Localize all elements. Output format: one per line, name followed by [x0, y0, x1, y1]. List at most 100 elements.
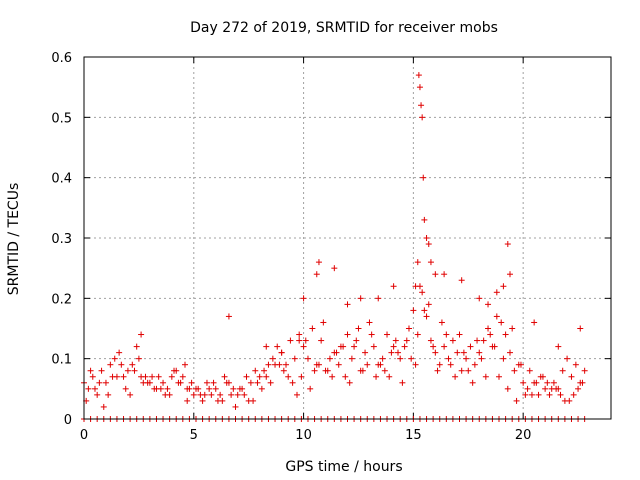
data-point [118, 361, 125, 368]
data-point [217, 391, 224, 398]
x-tick-label: 10 [295, 428, 312, 443]
data-point [208, 391, 215, 398]
data-point [236, 385, 243, 392]
data-point [315, 361, 322, 368]
y-tick-label: 0.6 [51, 51, 72, 66]
data-point [337, 343, 344, 350]
data-point [296, 331, 303, 338]
data-point [241, 391, 248, 398]
data-point [415, 72, 422, 79]
data-point [467, 343, 474, 350]
data-point [230, 385, 237, 392]
data-point [168, 373, 175, 380]
data-point [267, 379, 274, 386]
data-point [542, 385, 549, 392]
data-point [234, 391, 241, 398]
data-point [375, 295, 382, 302]
data-point [315, 259, 322, 266]
data-point [513, 397, 520, 404]
data-point [535, 391, 542, 398]
data-point [111, 355, 118, 362]
data-point [133, 343, 140, 350]
data-point [135, 355, 142, 362]
data-point [476, 295, 483, 302]
data-point [478, 355, 485, 362]
data-point [100, 403, 107, 410]
data-point [223, 379, 230, 386]
data-point [493, 289, 500, 296]
data-point [359, 367, 366, 374]
data-point [403, 337, 410, 344]
data-point [228, 391, 235, 398]
data-point [452, 373, 459, 380]
data-point [124, 367, 131, 374]
data-point [232, 403, 239, 410]
y-tick-label: 0.1 [51, 353, 72, 368]
data-point [408, 355, 415, 362]
data-point [300, 295, 307, 302]
data-point [531, 319, 538, 326]
data-point [500, 283, 507, 290]
data-point [287, 337, 294, 344]
data-point [414, 331, 421, 338]
data-point [418, 102, 425, 109]
data-point [351, 343, 358, 350]
data-point [412, 361, 419, 368]
data-point [384, 331, 391, 338]
data-point [386, 373, 393, 380]
data-point [107, 361, 114, 368]
data-point [280, 367, 287, 374]
data-point [425, 241, 432, 248]
data-point [460, 349, 467, 356]
data-point [432, 349, 439, 356]
data-point [568, 373, 575, 380]
data-point [414, 259, 421, 266]
data-point [432, 271, 439, 278]
y-tick-label: 0.2 [51, 292, 72, 307]
data-point [546, 391, 553, 398]
data-point [493, 313, 500, 320]
data-point [557, 391, 564, 398]
data-point [166, 391, 173, 398]
data-point [399, 379, 406, 386]
y-tick-label: 0.4 [51, 172, 72, 187]
data-point [335, 361, 342, 368]
data-point [91, 385, 98, 392]
data-point [333, 349, 340, 356]
data-point [564, 355, 571, 362]
data-point [463, 355, 470, 362]
data-point [421, 216, 428, 223]
data-point [192, 385, 199, 392]
data-point [443, 331, 450, 338]
y-tick-label: 0 [64, 413, 72, 428]
data-point [300, 343, 307, 350]
x-tick-label: 20 [515, 428, 532, 443]
data-point [175, 379, 182, 386]
data-point [329, 373, 336, 380]
data-point [570, 391, 577, 398]
data-point [373, 373, 380, 380]
data-point [269, 355, 276, 362]
data-point [182, 361, 189, 368]
data-point [528, 391, 535, 398]
data-point [427, 259, 434, 266]
data-point [517, 361, 524, 368]
data-point [188, 379, 195, 386]
data-point [247, 379, 254, 386]
data-point [212, 385, 219, 392]
data-point [272, 361, 279, 368]
data-point [261, 367, 268, 374]
data-point [127, 391, 134, 398]
data-point [456, 331, 463, 338]
data-point [419, 289, 426, 296]
data-point [102, 379, 109, 386]
data-point [427, 337, 434, 344]
data-point [498, 319, 505, 326]
data-point [304, 355, 311, 362]
data-points [81, 72, 588, 422]
data-point [504, 385, 511, 392]
data-point [423, 313, 430, 320]
data-point [480, 337, 487, 344]
data-point [98, 367, 105, 374]
data-point [559, 367, 566, 374]
